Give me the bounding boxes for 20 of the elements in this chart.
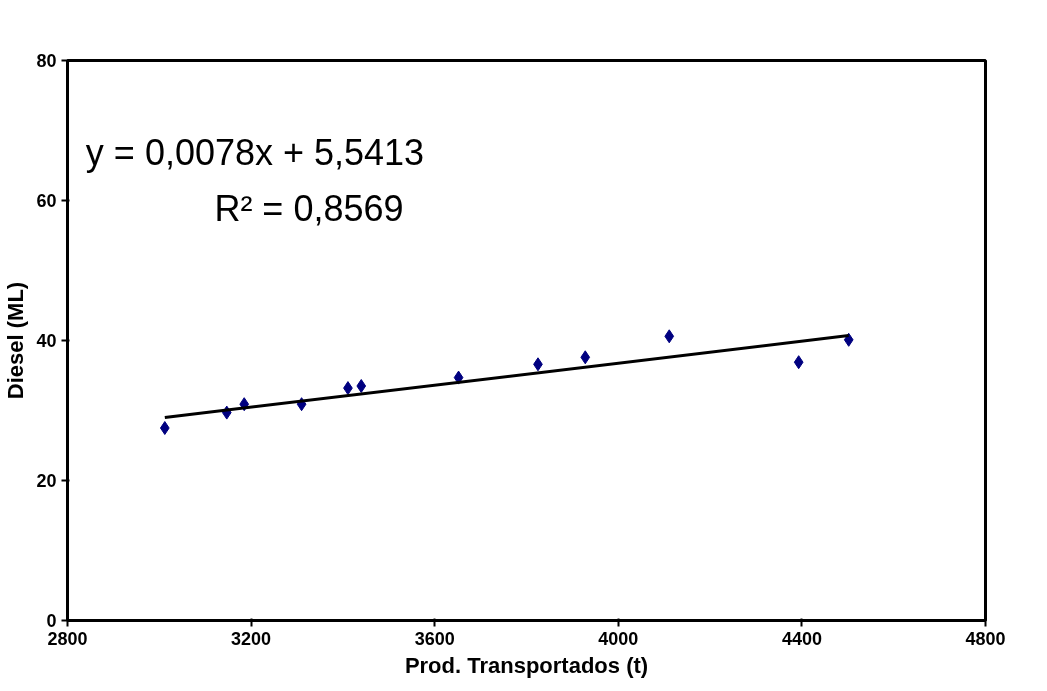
x-tick-label: 4000 [598, 628, 639, 649]
point [159, 421, 170, 435]
y-tick-label: 60 [36, 191, 57, 211]
x-tick-label: 3200 [231, 628, 272, 649]
point [793, 355, 804, 370]
x-tick-label: 2800 [47, 628, 88, 649]
x-tick-label: 4800 [965, 628, 1006, 649]
y-tick-label: 40 [36, 331, 57, 351]
x-tick-label: 4400 [781, 628, 822, 649]
point [580, 350, 591, 365]
point [664, 329, 675, 344]
x-axis-title: Prod. Transportados (t) [404, 652, 649, 678]
x-tick-label: 3600 [414, 628, 455, 649]
point [356, 379, 367, 393]
y-axis-title: Diesel (ML) [3, 281, 29, 400]
y-tick-label: 20 [36, 471, 57, 491]
annotation: R² = 0,8569 [214, 187, 404, 229]
y-tick-label: 0 [46, 611, 57, 631]
annotation: y = 0,0078x + 5,5413 [85, 131, 425, 173]
y-tick-label: 80 [36, 51, 57, 71]
